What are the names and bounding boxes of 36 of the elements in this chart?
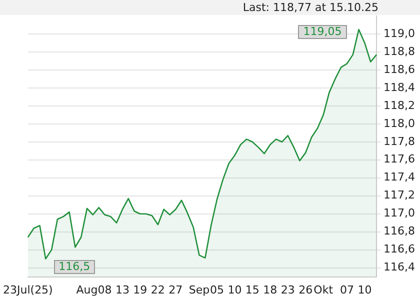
y-tick-label: 117,6 — [384, 152, 416, 166]
x-tick-label: 15 — [245, 283, 260, 296]
y-tick-label: 118,2 — [384, 98, 416, 112]
x-tick-label: 23Jul(25) — [2, 283, 53, 296]
y-tick-label: 117,4 — [384, 170, 416, 184]
y-tick-label: 118,0 — [384, 116, 416, 130]
x-tick-label: 05 — [210, 283, 224, 296]
y-tick-label: 116,4 — [384, 260, 416, 274]
callout-box: 119,05 — [298, 25, 347, 40]
y-tick-label: 117,8 — [384, 134, 416, 148]
y-tick-label: 116,8 — [384, 224, 416, 238]
x-tick-label: 08 — [98, 283, 112, 296]
callout-box: 116,5 — [54, 260, 96, 274]
text: Last: 118,77 at 15.10.25 — [242, 0, 379, 14]
x-tick-label: 10 — [228, 283, 242, 296]
x-tick-label: 26 — [298, 283, 313, 296]
x-tick-label: Sep — [188, 283, 210, 296]
x-tick-label: 22 — [150, 283, 165, 296]
x-tick-label: 23 — [280, 283, 295, 296]
annotation: 119,05 — [303, 25, 342, 38]
x-tick-label: 27 — [168, 283, 183, 296]
y-tick-label: 116,6 — [384, 242, 416, 256]
x-tick-label: Aug — [76, 283, 98, 296]
annotation: 116,5 — [58, 260, 90, 273]
x-tick-label: 07 — [340, 283, 354, 296]
x-tick-label: Okt — [314, 283, 334, 296]
y-tick-label: 117,0 — [384, 206, 416, 220]
y-tick-label: 118,6 — [384, 62, 416, 76]
y-tick-label: 117,2 — [384, 188, 416, 202]
x-tick-label: 18 — [263, 283, 278, 296]
y-tick-label: 118,8 — [384, 44, 416, 58]
y-tick-label: 119,0 — [384, 26, 416, 40]
x-tick-label: 13 — [115, 283, 130, 296]
y-tick-label: 118,4 — [384, 80, 416, 94]
x-tick-label: 10 — [358, 283, 372, 296]
x-tick-label: 19 — [133, 283, 148, 296]
